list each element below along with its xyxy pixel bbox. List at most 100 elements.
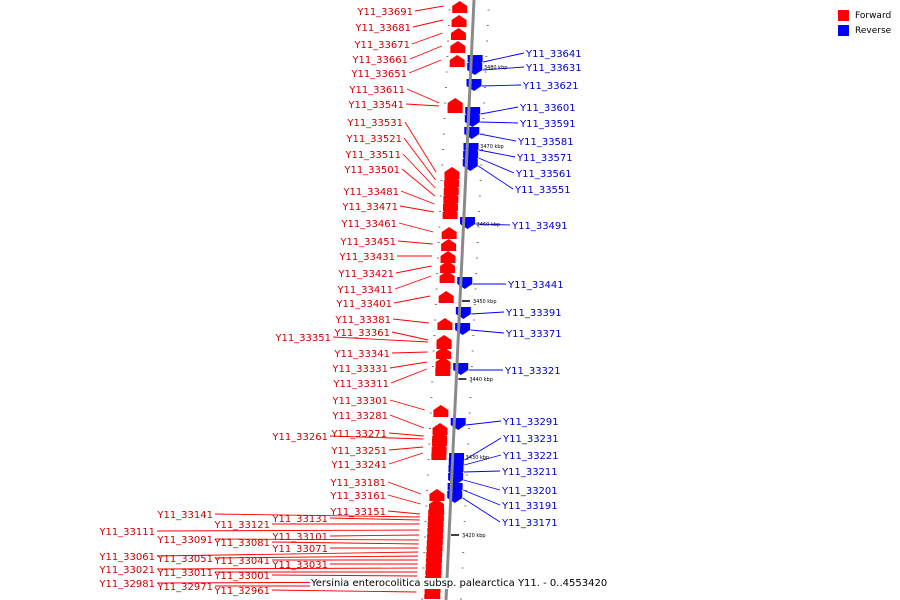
leader-line [156,551,419,557]
gene-label-reverse: Y11_33491 [511,221,568,232]
legend-reverse-label: Reverse [855,25,892,36]
leader-line [329,435,424,440]
forward-gene-feature [449,55,465,67]
gene-label-forward: Y11_33381 [334,315,391,326]
leader-line [214,555,419,559]
leader-line [390,368,427,384]
gene-labels: Y11_33691 Y11_33681 Y11_33671 Y11_33661 Y11_… [98,7,581,597]
leader-line [156,529,420,532]
leader-line [463,479,501,491]
gene-label-forward: Y11_33181 [329,478,386,489]
gene-label-forward: Y11_32981 [98,579,155,590]
gene-label-reverse: Y11_33441 [507,280,564,291]
gene-label-forward: Y11_33111 [98,527,155,538]
forward-gene-feature [444,167,460,179]
gene-label-reverse: Y11_33371 [505,329,562,340]
leader-line [393,295,431,304]
leader-line [391,331,429,341]
gene-label-forward: Y11_33691 [356,7,413,18]
legend-reverse: Reverse [838,23,891,38]
leader-line [464,437,502,461]
forward-gene-feature [429,489,445,501]
leader-line [478,165,514,190]
gene-label-forward: Y11_33611 [348,85,405,96]
gene-label-reverse: Y11_33571 [516,153,573,164]
forward-gene-feature [432,423,448,435]
forward-gene-feature [435,364,451,376]
gene-label-forward: Y11_33521 [345,134,402,145]
gene-label-forward: Y11_33431 [338,252,395,263]
leader-line [214,538,419,541]
gene-label-reverse: Y11_33231 [502,434,559,445]
gene-label-forward: Y11_33451 [339,237,396,248]
forward-gene-feature [444,175,460,187]
gene-label-forward: Y11_33681 [354,23,411,34]
leader-line [387,481,422,495]
forward-gene-feature [451,15,467,27]
forward-gene-feature [426,537,443,545]
gene-label-forward: Y11_33161 [329,491,386,502]
gene-label-forward: Y11_33511 [344,150,401,161]
gene-label-forward: Y11_33041 [213,556,270,567]
forward-gene-feature [443,183,459,195]
leader-line [399,205,435,213]
gene-label-forward: Y11_33241 [330,460,387,471]
gene-label-forward: Y11_33011 [156,568,213,579]
gene-label-forward: Y11_33271 [330,429,387,440]
leader-line [470,329,505,334]
gene-label-forward: Y11_33651 [350,69,407,80]
gene-label-forward: Y11_33401 [335,299,392,310]
gene-label-forward: Y11_33331 [331,364,388,375]
forward-gene-feature [436,337,452,349]
leader-line [478,149,516,158]
gene-label-forward: Y11_33531 [346,118,403,129]
gene-label-forward: Y11_33061 [98,552,155,563]
forward-gene-feature [443,191,459,203]
gene-label-reverse: Y11_33621 [522,81,579,92]
leader-line [388,446,424,451]
forward-gene-feature [440,261,456,273]
leader-line [391,351,428,354]
legend: Forward Reverse [838,8,891,38]
leader-line [462,489,501,506]
leader-line [480,121,519,124]
gene-label-forward: Y11_33051 [156,554,213,565]
leader-line [466,420,502,426]
leader-line [394,275,432,290]
gene-label-forward: Y11_33461 [340,219,397,230]
gene-label-reverse: Y11_33191 [501,501,558,512]
legend-forward: Forward [838,8,891,23]
leader-line [388,452,423,465]
leader-line [464,454,502,466]
leader-line [156,567,418,570]
legend-forward-label: Forward [855,10,892,21]
leader-line [329,534,420,537]
gene-label-forward: Y11_33301 [331,396,388,407]
gene-label-reverse: Y11_33391 [505,308,562,319]
genome-axis [444,0,476,600]
forward-gene-feature [424,591,441,599]
leader-line [389,361,428,369]
gene-label-forward: Y11_33661 [351,55,408,66]
gene-label-reverse: Y11_33641 [525,49,582,60]
forward-gene-feature [441,227,457,239]
scale-label: 3460 kbp [477,222,501,228]
leader-line [387,494,421,505]
gene-label-forward: Y11_33481 [342,187,399,198]
gene-label-forward: Y11_33311 [332,379,389,390]
gene-label-forward: Y11_33151 [329,507,386,518]
gene-label-forward: Y11_33021 [98,565,155,576]
forward-gene-feature [428,507,445,515]
forward-gene-feature [440,251,456,263]
gene-label-forward: Y11_33541 [347,100,404,111]
forward-gene-feature [442,207,458,219]
gene-label-forward: Y11_33341 [333,349,390,360]
leader-line [398,222,434,233]
gene-label-forward: Y11_33141 [156,510,213,521]
scale-label: 3470 kbp [480,144,504,150]
forward-gene-feature [425,555,442,563]
forward-gene-feature [452,1,468,13]
gene-label-forward: Y11_33671 [353,40,410,51]
leader-line [387,510,421,515]
